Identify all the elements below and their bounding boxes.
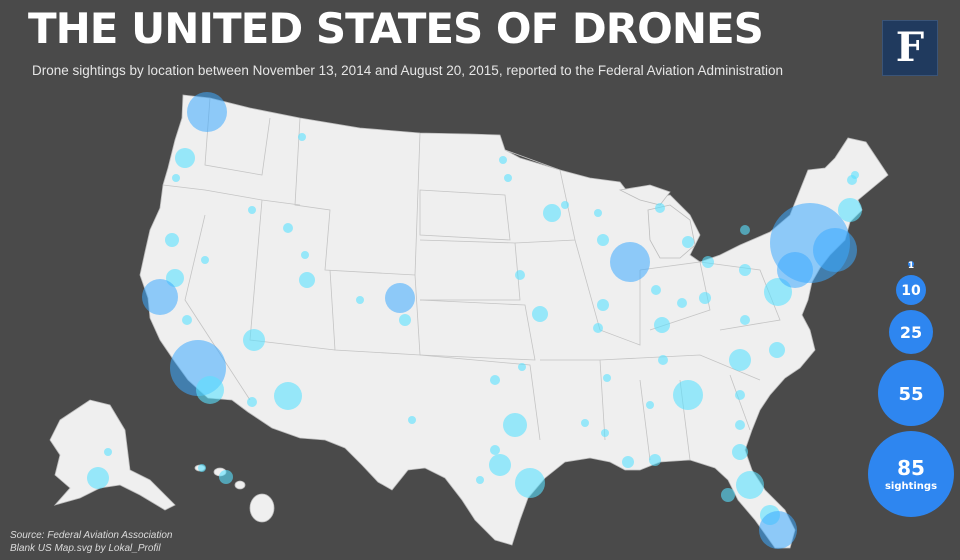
- sighting-kansas-city: [532, 306, 548, 322]
- sighting-detroit: [682, 236, 694, 248]
- sighting-illinois: [597, 299, 609, 311]
- sighting-chicago: [610, 242, 650, 282]
- source-line-2: Blank US Map.svg by Lokal_Profil: [10, 543, 161, 554]
- sighting-portland: [175, 148, 195, 168]
- sighting-north-dakota: [499, 156, 507, 164]
- source-credit: Source: Federal Aviation Association Bla…: [10, 529, 173, 555]
- sighting-charlotte: [729, 349, 751, 371]
- sighting-tampa: [721, 488, 735, 502]
- sighting-san-francisco: [142, 279, 178, 315]
- sighting-colorado-2: [356, 296, 364, 304]
- sighting-kentucky: [677, 298, 687, 308]
- sighting-honolulu: [219, 470, 233, 484]
- sighting-houston: [515, 468, 545, 498]
- sighting-wisconsin-2: [597, 234, 609, 246]
- sighting-maine: [851, 171, 859, 179]
- sighting-south-carolina: [735, 390, 745, 400]
- sighting-dc: [764, 278, 792, 306]
- sighting-michigan: [655, 203, 665, 213]
- map-title: THE UNITED STATES OF DRONES: [28, 4, 764, 53]
- sighting-reno: [201, 256, 209, 264]
- legend-sublabel: sightings: [885, 481, 937, 492]
- sighting-wisconsin: [594, 209, 602, 217]
- sighting-denver: [385, 283, 415, 313]
- sighting-idaho: [248, 206, 256, 214]
- sighting-miami: [759, 511, 797, 549]
- sighting-long-island: [813, 228, 857, 272]
- sighting-oklahoma-2: [518, 363, 526, 371]
- sighting-gulf-coast: [649, 454, 661, 466]
- legend-label-85: 85: [897, 456, 925, 480]
- sighting-louisiana: [581, 419, 589, 427]
- sighting-raleigh: [769, 342, 785, 358]
- legend-circle-85: [868, 431, 954, 517]
- alaska-land: [49, 399, 176, 511]
- sighting-memphis: [603, 374, 611, 382]
- legend-label-1: 1: [908, 261, 914, 271]
- sighting-seattle: [187, 92, 227, 132]
- sighting-pittsburgh: [739, 264, 751, 276]
- sighting-minneapolis: [543, 204, 561, 222]
- sighting-las-vegas: [243, 329, 265, 351]
- sighting-nebraska: [515, 270, 525, 280]
- hawaii-island-4: [249, 493, 275, 523]
- sighting-oklahoma: [490, 375, 500, 385]
- michigan-land: [618, 184, 696, 259]
- sighting-boston: [838, 198, 862, 222]
- legend-circle-1: [908, 261, 914, 267]
- sighting-jacksonville: [732, 444, 748, 460]
- sighting-columbus: [699, 292, 711, 304]
- sighting-nashville: [658, 355, 668, 365]
- sighting-orlando: [736, 471, 764, 499]
- sighting-fresno: [182, 315, 192, 325]
- sighting-bubbles: [87, 92, 862, 549]
- sighting-mississippi: [601, 429, 609, 437]
- sighting-idaho-2: [283, 223, 293, 233]
- sighting-utah: [301, 251, 309, 259]
- sighting-colorado: [399, 314, 411, 326]
- sighting-texas: [489, 454, 511, 476]
- sighting-oregon: [172, 174, 180, 182]
- hawaii-island-3: [234, 480, 246, 490]
- sighting-virginia: [740, 315, 750, 325]
- forbes-logo: F: [882, 20, 938, 76]
- legend-label-55: 55: [898, 384, 923, 405]
- sighting-ohio: [702, 256, 714, 268]
- legend-circle-55: [878, 360, 944, 426]
- sighting-anchorage: [104, 448, 112, 456]
- sighting-indiana: [651, 285, 661, 295]
- contiguous-us-land: [139, 94, 889, 549]
- sighting-phoenix: [274, 382, 302, 410]
- sighting-north-dakota-2: [504, 174, 512, 182]
- sighting-upstate-ny: [740, 225, 750, 235]
- legend-label-10: 10: [901, 283, 921, 299]
- source-line-1: Source: Federal Aviation Association: [10, 530, 173, 541]
- sighting-st-louis: [593, 323, 603, 333]
- map-subtitle: Drone sightings by location between Nove…: [32, 63, 783, 78]
- legend-circle-10: [896, 275, 926, 305]
- sighting-san-diego: [196, 376, 224, 404]
- sighting-louisville: [654, 317, 670, 333]
- sighting-norcal: [165, 233, 179, 247]
- sighting-arizona: [247, 397, 257, 407]
- sighting-juneau: [87, 467, 109, 489]
- sighting-alabama: [646, 401, 654, 409]
- sighting-dallas: [503, 413, 527, 437]
- sighting-atlanta: [673, 380, 703, 410]
- sighting-salt-lake: [299, 272, 315, 288]
- sighting-montana: [298, 133, 306, 141]
- sighting-austin: [490, 445, 500, 455]
- legend-label-25: 25: [900, 323, 922, 342]
- sighting-texas-west: [476, 476, 484, 484]
- legend-circle-25: [889, 310, 933, 354]
- sighting-new-orleans: [622, 456, 634, 468]
- sighting-hawaii: [198, 464, 206, 472]
- size-legend: 1 10 25 55 85 sightings: [868, 261, 954, 517]
- sighting-savannah: [735, 420, 745, 430]
- sighting-new-mexico: [408, 416, 416, 424]
- sighting-minnesota: [561, 201, 569, 209]
